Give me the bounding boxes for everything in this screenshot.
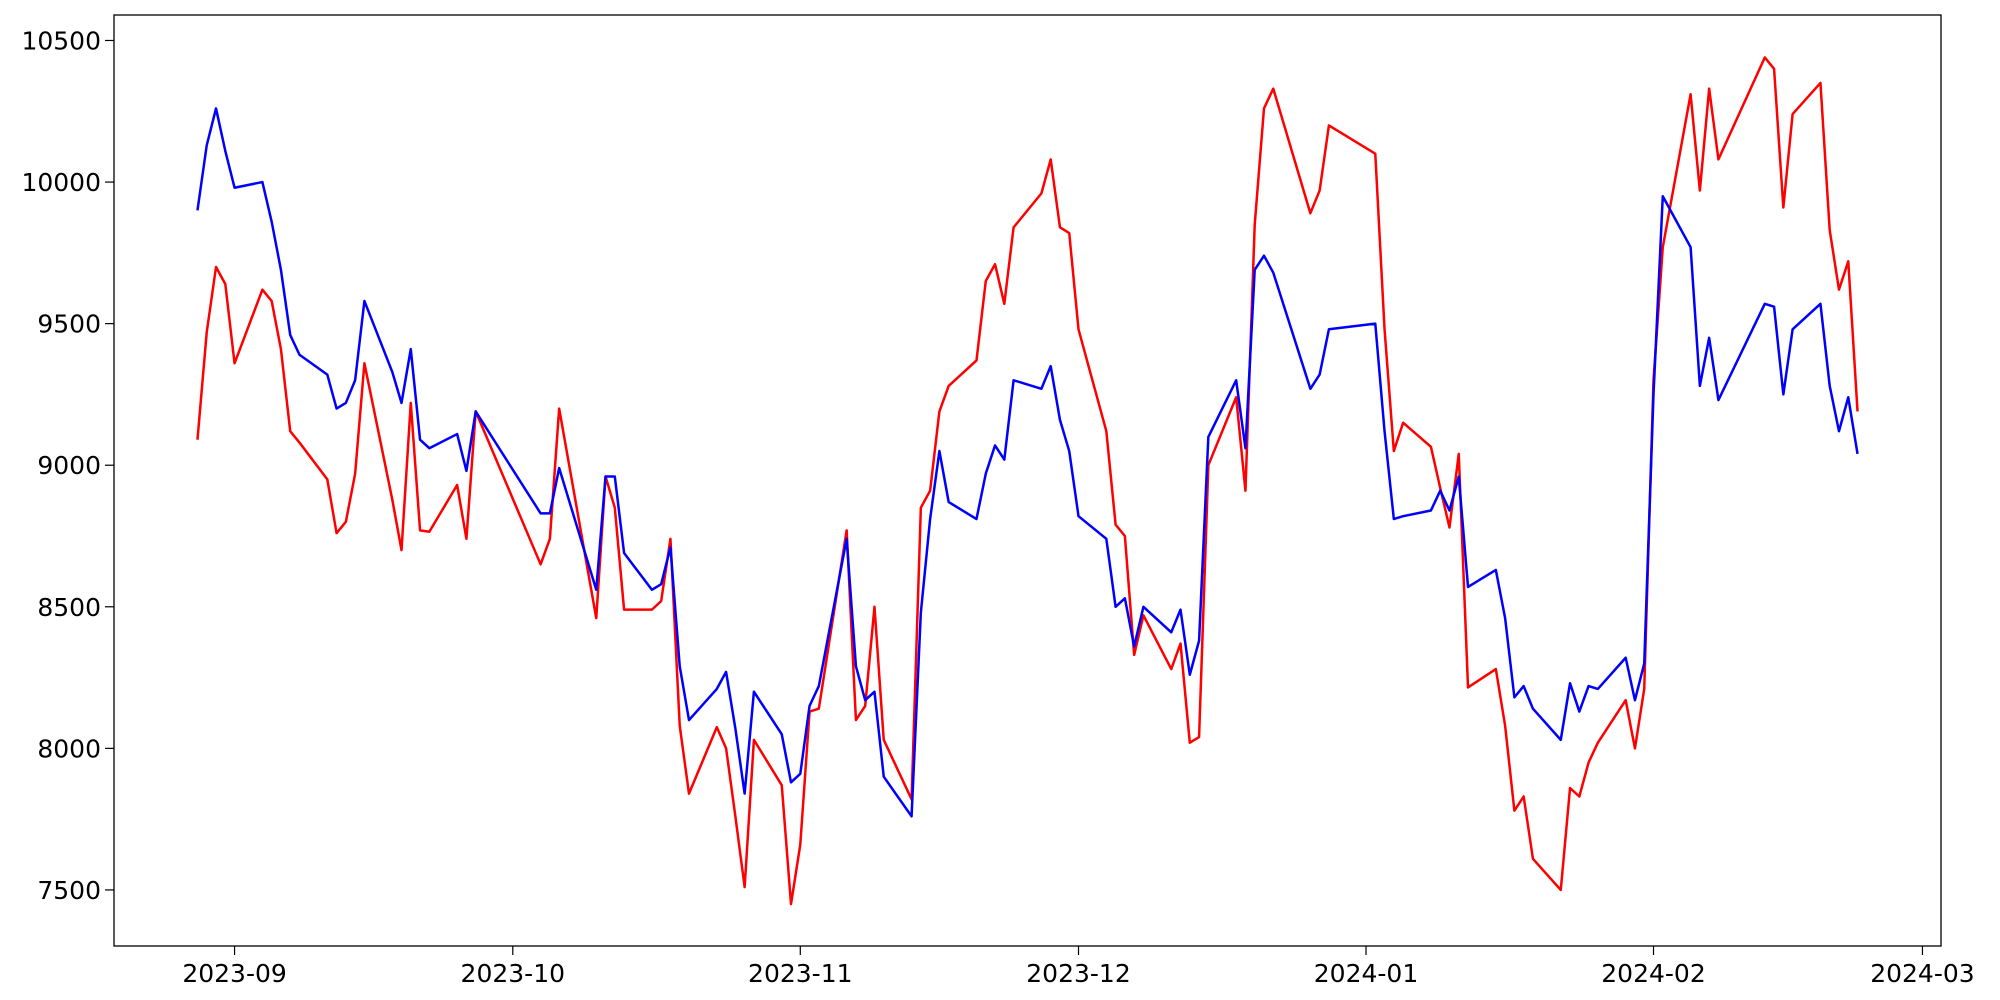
plot-frame: [113, 14, 1942, 947]
y-tick-label: 9500: [37, 310, 101, 339]
line-series: [196, 56, 1859, 906]
y-tick-label: 7500: [37, 876, 101, 905]
y-tick-label: 8000: [37, 734, 101, 763]
y-tick-label: 9000: [37, 451, 101, 480]
x-tick-label: 2024-01: [1314, 959, 1418, 988]
line-series: [196, 107, 1859, 818]
x-tick-label: 2024-02: [1601, 959, 1705, 988]
x-tick-label: 2023-10: [461, 959, 565, 988]
x-tick-label: 2023-11: [748, 959, 852, 988]
x-tick-label: 2023-12: [1026, 959, 1130, 988]
y-tick-label: 10000: [21, 168, 101, 197]
y-tick-label: 10500: [21, 26, 101, 55]
x-tick-label: 2024-03: [1870, 959, 1974, 988]
y-tick-label: 8500: [37, 593, 101, 622]
x-tick-label: 2023-09: [182, 959, 286, 988]
